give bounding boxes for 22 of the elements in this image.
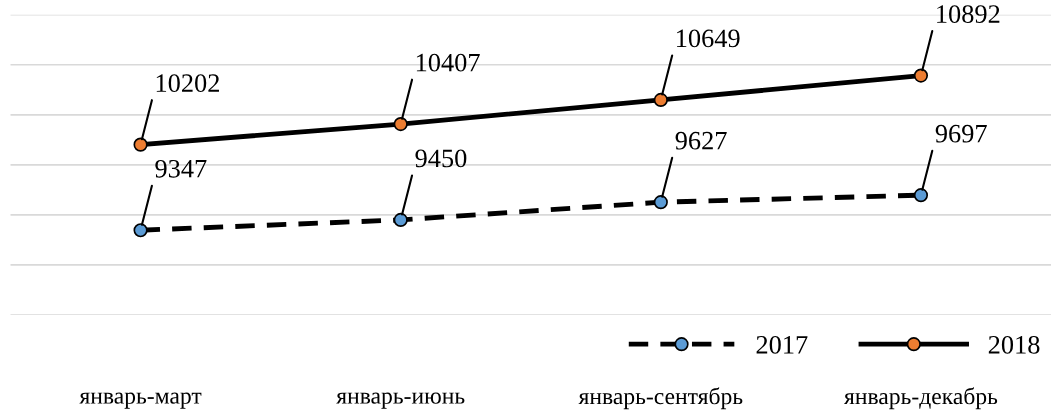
legend-label: 2017 xyxy=(756,335,808,354)
x-tick-label: январь-декабрь xyxy=(844,387,998,410)
point xyxy=(913,68,929,83)
data-label: 9627 xyxy=(675,131,727,150)
point xyxy=(653,92,668,107)
data-label: 10892 xyxy=(937,5,1000,23)
legend-label: 2018 xyxy=(988,335,1040,354)
point xyxy=(393,117,408,132)
data-label: 9697 xyxy=(935,124,987,143)
x-tick-label: январь-сентябрь xyxy=(578,387,743,410)
point xyxy=(133,137,148,152)
data-label: 10202 xyxy=(156,74,219,93)
data-label: 9347 xyxy=(155,159,207,178)
x-tick-label: январь-июнь xyxy=(336,392,465,409)
point xyxy=(913,188,929,203)
point xyxy=(653,195,668,210)
data-label: 9450 xyxy=(415,149,467,168)
data-label: 10649 xyxy=(677,29,740,48)
point xyxy=(393,212,408,227)
point xyxy=(133,223,148,238)
x-tick-label: январь-март xyxy=(79,392,202,409)
data-label: 10407 xyxy=(416,53,480,72)
